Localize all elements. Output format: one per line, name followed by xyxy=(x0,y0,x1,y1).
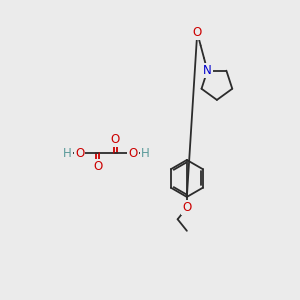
Text: O: O xyxy=(75,146,85,160)
Text: N: N xyxy=(203,64,212,77)
Text: H: H xyxy=(63,146,72,160)
Text: H: H xyxy=(141,146,150,160)
Text: O: O xyxy=(128,146,138,160)
Text: O: O xyxy=(182,201,191,214)
Text: O: O xyxy=(93,160,102,172)
Text: O: O xyxy=(111,134,120,146)
Text: O: O xyxy=(193,26,202,39)
